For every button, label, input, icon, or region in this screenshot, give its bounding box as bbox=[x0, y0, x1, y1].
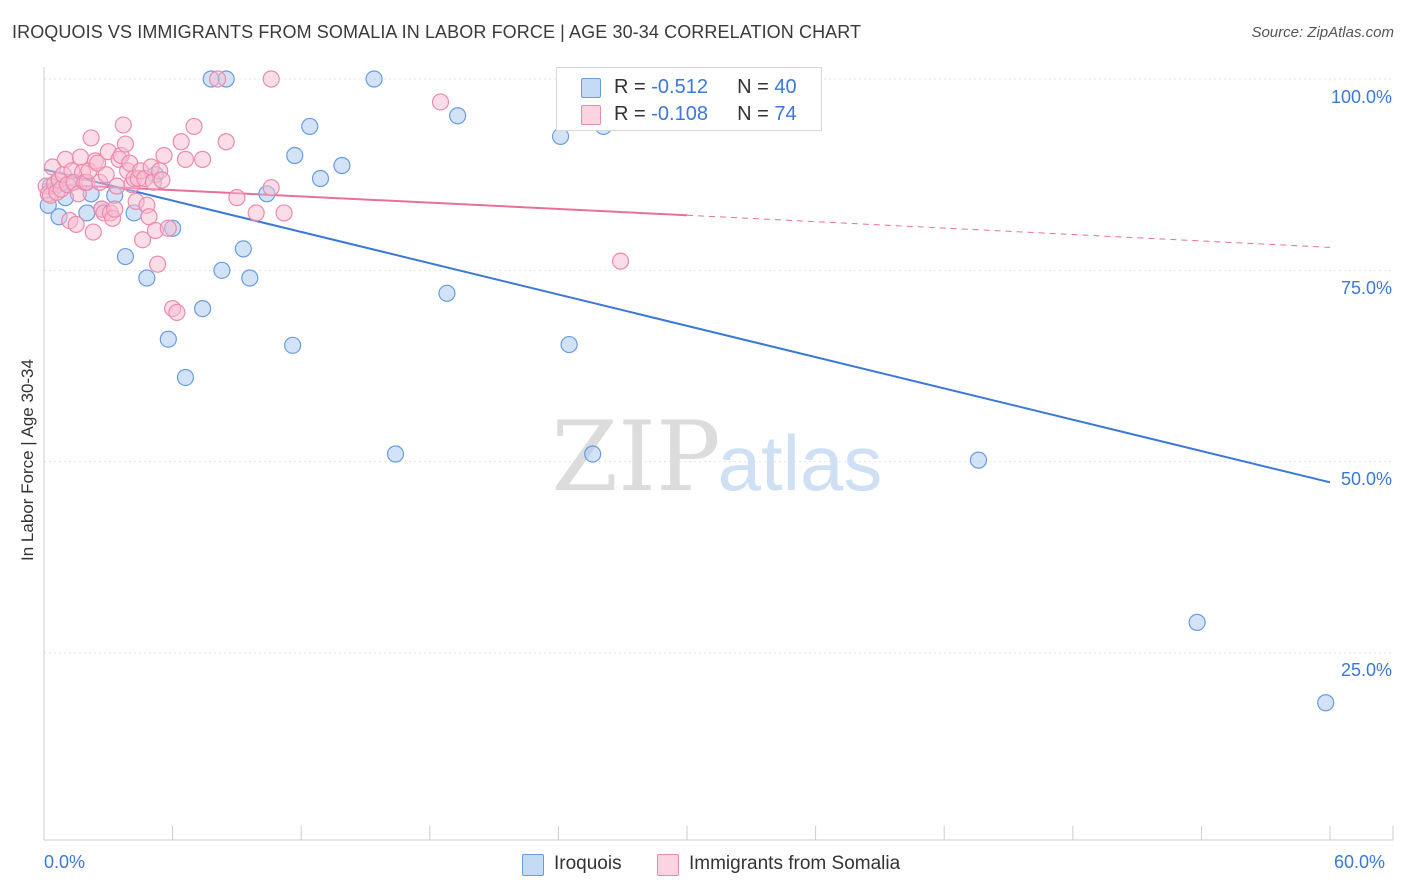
legend-r-value: -0.512 bbox=[651, 76, 708, 98]
watermark: ZIP atlas bbox=[551, 401, 882, 513]
point-somalia bbox=[275, 204, 293, 222]
gridlines bbox=[44, 78, 1393, 654]
point-somalia bbox=[97, 166, 115, 184]
point-somalia bbox=[159, 219, 177, 237]
point-somalia bbox=[155, 146, 173, 165]
series-legend: Iroquois Immigrants from Somalia bbox=[0, 852, 1406, 878]
y-tick-label-25: 25.0% bbox=[1340, 660, 1392, 680]
point-iroquois bbox=[284, 336, 302, 354]
point-somalia bbox=[114, 116, 132, 134]
legend-swatch-somalia bbox=[581, 105, 601, 125]
point-iroquois bbox=[386, 445, 405, 463]
point-iroquois bbox=[116, 247, 135, 266]
point-iroquois bbox=[159, 330, 177, 348]
data-points bbox=[37, 70, 1335, 712]
point-iroquois bbox=[241, 269, 259, 287]
point-somalia bbox=[247, 204, 265, 222]
y-tick-label-50: 50.0% bbox=[1340, 469, 1392, 489]
point-somalia bbox=[82, 129, 100, 147]
point-iroquois bbox=[333, 156, 351, 175]
point-iroquois bbox=[1188, 613, 1206, 631]
point-iroquois bbox=[1317, 694, 1335, 712]
point-iroquois bbox=[138, 269, 156, 287]
series-label-iroquois: Iroquois bbox=[554, 853, 622, 874]
point-somalia bbox=[431, 93, 450, 111]
point-iroquois bbox=[213, 261, 231, 279]
trend-line-extension bbox=[686, 214, 1331, 248]
point-iroquois bbox=[301, 117, 319, 136]
point-iroquois bbox=[438, 284, 456, 302]
point-somalia bbox=[140, 208, 158, 226]
legend-r-label: R = bbox=[614, 103, 652, 125]
point-somalia bbox=[71, 148, 90, 166]
point-somalia bbox=[209, 70, 227, 88]
point-iroquois bbox=[365, 70, 383, 88]
point-iroquois bbox=[449, 107, 467, 125]
y-tick-label-75: 75.0% bbox=[1340, 278, 1392, 298]
point-iroquois bbox=[286, 146, 304, 165]
point-iroquois bbox=[969, 451, 988, 469]
point-somalia bbox=[168, 303, 186, 322]
point-somalia bbox=[108, 177, 126, 195]
point-somalia bbox=[262, 70, 280, 88]
legend-n-label: N = bbox=[737, 76, 775, 98]
point-somalia bbox=[172, 133, 190, 151]
point-somalia bbox=[116, 135, 135, 153]
legend-n-value: 74 bbox=[774, 103, 797, 125]
source-label: Source: ZipAtlas.com bbox=[1251, 24, 1394, 41]
point-somalia bbox=[611, 252, 630, 270]
point-somalia bbox=[176, 150, 195, 168]
point-somalia bbox=[133, 231, 152, 249]
trend-line bbox=[43, 168, 1331, 484]
point-somalia bbox=[228, 189, 246, 207]
series-label-somalia: Immigrants from Somalia bbox=[689, 853, 901, 874]
point-somalia bbox=[262, 179, 280, 197]
point-somalia bbox=[106, 200, 124, 218]
series-swatch-iroquois bbox=[522, 854, 544, 876]
point-iroquois bbox=[584, 445, 602, 463]
point-iroquois bbox=[311, 169, 330, 188]
point-iroquois bbox=[560, 335, 578, 354]
point-somalia bbox=[194, 150, 212, 168]
legend-n-value: 40 bbox=[774, 76, 797, 98]
x-tick-label-min: 0.0% bbox=[44, 852, 86, 872]
point-somalia bbox=[148, 255, 167, 273]
legend-r-label: R = bbox=[614, 76, 652, 98]
watermark-atlas: atlas bbox=[718, 419, 883, 507]
stats-legend: R = -0.512 N = 40 R = -0.108 N = 74 bbox=[556, 67, 822, 131]
chart-title: IROQUOIS VS IMMIGRANTS FROM SOMALIA IN L… bbox=[12, 22, 862, 42]
point-somalia bbox=[84, 223, 102, 241]
point-iroquois bbox=[234, 240, 252, 258]
x-tick-label-max: 60.0% bbox=[1334, 852, 1386, 872]
point-somalia bbox=[88, 154, 107, 172]
y-tick-label-100: 100.0% bbox=[1330, 87, 1392, 107]
point-somalia bbox=[153, 171, 171, 189]
legend-r-value: -0.108 bbox=[651, 103, 708, 125]
legend-n-label: N = bbox=[737, 103, 775, 125]
point-somalia bbox=[67, 215, 85, 234]
point-somalia bbox=[185, 117, 203, 136]
series-swatch-somalia bbox=[657, 854, 679, 876]
point-somalia bbox=[217, 133, 235, 151]
point-iroquois bbox=[176, 368, 195, 387]
legend-swatch-iroquois bbox=[581, 78, 601, 98]
watermark-zip: ZIP bbox=[551, 401, 720, 513]
point-iroquois bbox=[194, 300, 212, 318]
